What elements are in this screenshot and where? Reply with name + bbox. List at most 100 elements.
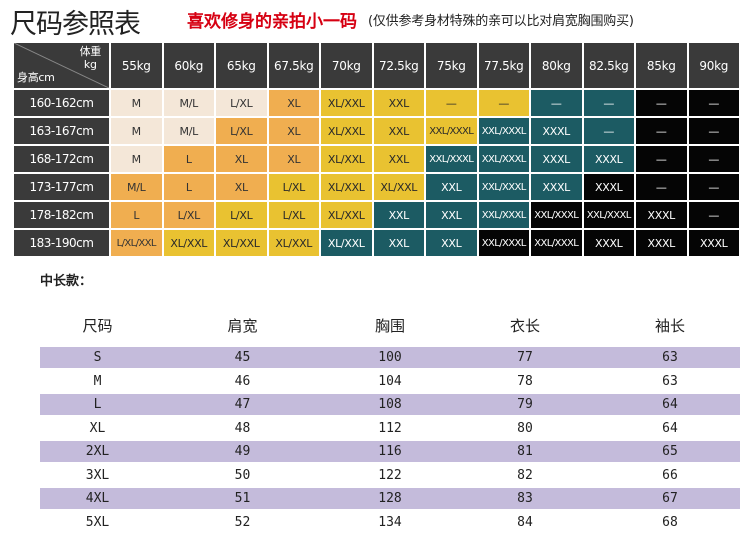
measurement-cell: 82 xyxy=(517,467,533,483)
weight-header: 70kg xyxy=(321,43,374,90)
measurement-cell: 81 xyxy=(517,444,533,459)
weight-header: 60kg xyxy=(163,43,216,90)
measurement-cell: 78 xyxy=(517,373,533,389)
height-label: 183-190cm xyxy=(14,230,111,258)
measurement-row: 4XL 51 128 83 67 xyxy=(40,488,740,509)
measurement-cell: 67 xyxy=(662,491,678,506)
size-cell: L/XL xyxy=(216,202,269,230)
measurement-header: 尺码 xyxy=(82,316,113,335)
size-cell: — xyxy=(531,90,584,118)
measurement-cell: 4XL xyxy=(85,491,110,506)
measurement-cell: 66 xyxy=(662,467,678,483)
size-cell: L/XL xyxy=(268,202,321,230)
measurement-cell: 80 xyxy=(517,420,533,436)
size-cell: XL/XXL xyxy=(216,230,269,258)
size-cell: XXL/XXXL xyxy=(583,202,636,230)
measurement-cell: 116 xyxy=(378,444,402,459)
size-cell: — xyxy=(688,90,741,118)
size-cell: XXL xyxy=(426,202,479,230)
size-cell: XL/XXL xyxy=(321,202,374,230)
size-cell: M xyxy=(111,146,164,174)
size-cell: — xyxy=(688,174,741,202)
size-cell: XL xyxy=(268,118,321,146)
size-cell: L xyxy=(163,146,216,174)
page-subtitle: 喜欢修身的亲拍小一码 xyxy=(187,12,357,32)
page-title: 尺码参照表 xyxy=(10,9,141,40)
measurement-header: 胸围 xyxy=(374,316,405,335)
measurement-row: S 45 100 77 63 xyxy=(40,347,740,368)
size-cell: XXL/XXXL xyxy=(426,146,479,174)
height-label: 160-162cm xyxy=(14,90,111,118)
size-cell: XL/XXL xyxy=(321,174,374,202)
measurement-cell: 63 xyxy=(662,350,678,365)
page-note: (仅供参考身材特殊的亲可以比对肩宽胸围购买) xyxy=(368,14,634,29)
measurement-header: 衣长 xyxy=(509,316,540,335)
weight-header: 55kg xyxy=(111,43,164,90)
size-cell: XL xyxy=(216,174,269,202)
corner-height-label: 身高cm xyxy=(17,71,55,84)
size-cell: L/XL/XXL xyxy=(111,230,164,258)
size-cell: XXL xyxy=(373,90,426,118)
size-cell: L/XL xyxy=(216,90,269,118)
measurement-cell: 48 xyxy=(234,420,251,436)
size-cell: XL xyxy=(268,146,321,174)
size-cell: L/XL xyxy=(268,174,321,202)
size-cell: L/XL xyxy=(163,202,216,230)
size-cell: XL/XXL xyxy=(321,90,374,118)
size-cell: XXL/XXXL xyxy=(478,146,531,174)
size-cell: — xyxy=(636,90,689,118)
size-cell: XXL/XXXL xyxy=(426,118,479,146)
size-cell: XXL/XXXL xyxy=(531,202,584,230)
weight-header: 90kg xyxy=(688,43,741,90)
size-cell: XXXL xyxy=(636,230,689,258)
size-cell: XL/XXL xyxy=(321,118,374,146)
height-label: 163-167cm xyxy=(14,118,111,146)
weight-header: 80kg xyxy=(531,43,584,90)
measurement-cell: 108 xyxy=(378,397,402,412)
size-cell: XXL xyxy=(426,230,479,258)
weight-header: 67.5kg xyxy=(268,43,321,90)
size-cell: — xyxy=(478,90,531,118)
size-cell: XXXL xyxy=(583,146,636,174)
measurement-header: 袖长 xyxy=(654,316,685,335)
size-cell: XXL xyxy=(426,174,479,202)
weight-header: 77.5kg xyxy=(478,43,531,90)
measurement-cell: 5XL xyxy=(85,514,110,530)
measurement-cell: 100 xyxy=(378,350,402,365)
size-cell: — xyxy=(583,118,636,146)
weight-header: 82.5kg xyxy=(583,43,636,90)
size-cell: XXXL xyxy=(531,146,584,174)
size-cell: XXXL xyxy=(688,230,741,258)
size-cell: XL/XXL xyxy=(321,230,374,258)
size-cell: XXL/XXXL xyxy=(478,174,531,202)
size-cell: — xyxy=(688,146,741,174)
measurement-cell: 49 xyxy=(234,444,251,459)
height-label: 178-182cm xyxy=(14,202,111,230)
measurement-cell: M xyxy=(93,373,102,389)
measurement-header: 肩宽 xyxy=(227,316,258,335)
size-cell: XL/XXL xyxy=(268,230,321,258)
size-cell: — xyxy=(426,90,479,118)
measurement-cell: 68 xyxy=(662,514,678,530)
measurement-cell: 128 xyxy=(378,491,402,506)
size-cell: XXXL xyxy=(583,174,636,202)
size-cell: XXL xyxy=(373,202,426,230)
measurement-header-row: 尺码 肩宽 胸围 衣长 袖长 xyxy=(40,309,740,341)
page-header: 尺码参照表 喜欢修身的亲拍小一码 (仅供参考身材特殊的亲可以比对肩宽胸围购买) xyxy=(0,0,750,40)
section-label: 中长款： xyxy=(40,274,93,289)
weight-header: 65kg xyxy=(216,43,269,90)
measurement-row: 2XL 49 116 81 65 xyxy=(40,441,740,462)
size-cell: XXL xyxy=(373,146,426,174)
measurement-cell: 64 xyxy=(662,420,678,436)
size-cell: XL/XXL xyxy=(321,146,374,174)
measurement-cell: 63 xyxy=(662,373,678,389)
size-cell: L xyxy=(111,202,164,230)
measurement-row: L 47 108 79 64 xyxy=(40,394,740,415)
size-cell: M/L xyxy=(163,118,216,146)
measurement-cell: 46 xyxy=(234,373,251,389)
size-cell: XXL xyxy=(373,118,426,146)
size-cell: XXL/XXXL xyxy=(478,230,531,258)
measurement-cell: 84 xyxy=(517,514,533,530)
measurement-cell: 52 xyxy=(234,514,251,530)
weight-header: 72.5kg xyxy=(373,43,426,90)
